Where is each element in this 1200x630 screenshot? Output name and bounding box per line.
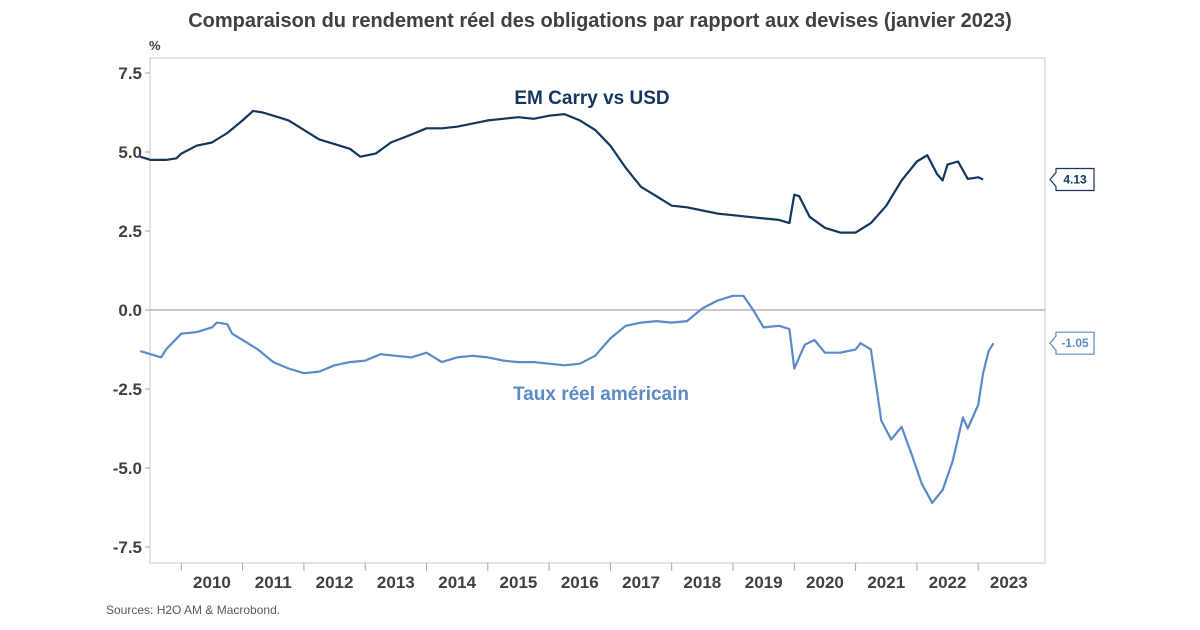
series-annotation-0: EM Carry vs USD [514, 88, 669, 109]
end-value-box [1049, 331, 1095, 355]
y-tick-label: 5.0 [118, 143, 142, 162]
end-value-callout-1: -1.05 [1049, 331, 1095, 355]
x-tick-label: 2021 [867, 573, 905, 592]
chart-title: Comparaison du rendement réel des obliga… [188, 10, 1012, 32]
x-tick-label: 2014 [438, 573, 476, 592]
x-tick-label: 2022 [929, 573, 967, 592]
x-tick-label: 2020 [806, 573, 844, 592]
y-tick-label: -5.0 [113, 459, 142, 478]
x-tick-label: 2012 [316, 573, 354, 592]
end-value-label: 4.13 [1063, 172, 1087, 186]
y-tick-label: -2.5 [113, 380, 142, 399]
x-tick-label: 2016 [561, 573, 599, 592]
x-tick-label: 2017 [622, 573, 660, 592]
y-tick-label: -7.5 [113, 538, 142, 557]
series-line-0 [139, 109, 984, 234]
series-lines [139, 109, 995, 504]
x-tick-label: 2015 [500, 573, 538, 592]
x-tick-label: 2010 [193, 573, 231, 592]
y-tick-label: 2.5 [118, 222, 142, 241]
x-tick-label: 2018 [683, 573, 721, 592]
end-value-box [1049, 167, 1095, 192]
x-tick-label: 2023 [990, 573, 1028, 592]
series-line-1 [139, 294, 995, 504]
x-tick-label: 2019 [745, 573, 783, 592]
source-note: Sources: H2O AM & Macrobond. [106, 603, 281, 617]
y-tick-label: 7.5 [118, 64, 142, 83]
end-value-label: -1.05 [1061, 336, 1089, 350]
y-tick-label: 0.0 [118, 301, 142, 320]
x-tick-label: 2013 [377, 573, 415, 592]
y-axis-unit-label: % [149, 38, 161, 53]
end-value-callout-0: 4.13 [1049, 167, 1095, 192]
chart-labels: EM Carry vs USD Taux réel américain 4.13 -1… [513, 88, 1095, 405]
series-annotation-1: Taux réel américain [513, 384, 689, 405]
axes: % 7.5 5.0 2.5 0.0 -2.5 -5.0 -7.5 2010 2011 2012 201… [113, 38, 1028, 592]
x-tick-label: 2011 [255, 573, 292, 592]
